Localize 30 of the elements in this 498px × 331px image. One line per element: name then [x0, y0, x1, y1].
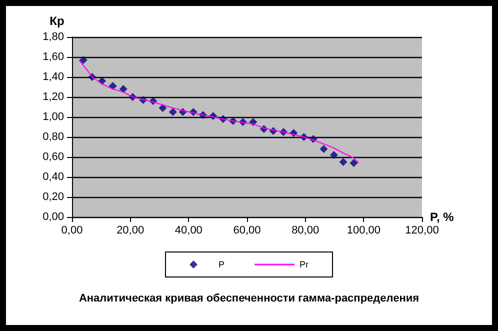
y-tick-label: 1,00 [42, 111, 64, 123]
x-axis-title: P, % [430, 210, 454, 224]
point [168, 108, 177, 116]
y-tick-label: 0,80 [42, 131, 64, 143]
y-tick-label: 1,60 [42, 51, 64, 63]
y-tick-label: 1,40 [42, 71, 64, 83]
y-tick-label: 0,60 [42, 151, 64, 163]
point [339, 158, 348, 166]
y-tick-label: 1,80 [42, 31, 64, 43]
point [79, 56, 88, 64]
point [119, 85, 128, 93]
text: Аналитическая кривая обеспеченности гамма-распределения [78, 292, 420, 304]
y-tick-label: 0,40 [42, 171, 64, 183]
x-tick-label: 0,00 [61, 224, 83, 236]
x-tick-label: 20,00 [116, 224, 144, 236]
point [320, 145, 328, 153]
x-tick-label: 60,00 [233, 224, 261, 236]
point [158, 104, 167, 112]
y-axis-title: Кр [50, 14, 64, 28]
x-tick-label: 40,00 [174, 224, 202, 236]
legend-label: Pr [300, 260, 309, 270]
y-tick-label: 0,20 [42, 191, 64, 203]
x-tick-label: 100,00 [346, 224, 380, 236]
y-tick-label: 1,20 [42, 91, 64, 103]
x-tick-label: 80,00 [292, 224, 320, 236]
x-tick-label: 120,00 [405, 224, 439, 236]
legend-label: P [218, 260, 225, 270]
point [350, 159, 358, 167]
y-tick-label: 0,00 [42, 211, 64, 223]
point [330, 151, 338, 159]
